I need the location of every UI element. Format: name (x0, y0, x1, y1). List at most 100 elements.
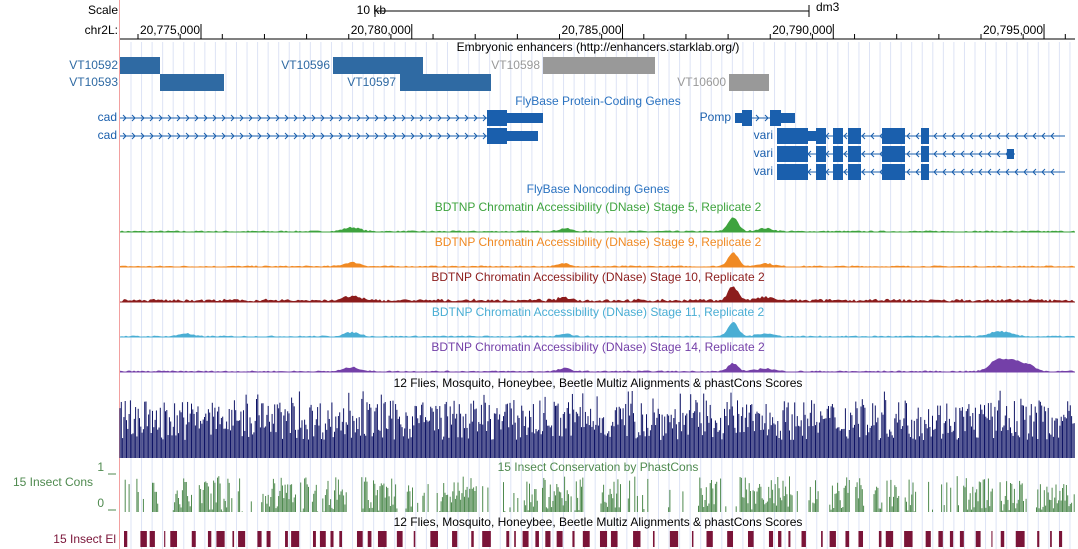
element (949, 531, 954, 547)
element (959, 531, 964, 547)
element (164, 531, 166, 547)
strand-arrow (284, 132, 289, 140)
strand-arrow (194, 132, 199, 140)
strand-arrow (428, 132, 433, 140)
strand-arrow (437, 132, 442, 140)
strand-arrow (167, 132, 172, 140)
strand-arrow (951, 150, 956, 158)
strand-arrow (419, 114, 424, 122)
strand-arrow (257, 132, 262, 140)
strand-arrow (176, 114, 181, 122)
strand-arrow (347, 132, 352, 140)
strand-arrow (194, 114, 199, 122)
strand-arrow (1032, 168, 1037, 176)
element (170, 531, 178, 547)
scale-min: 0 (97, 496, 104, 510)
strand-arrow (428, 114, 433, 122)
element (633, 531, 641, 547)
strand-arrow (275, 132, 280, 140)
track-label: 15 Insect Cons (13, 475, 93, 489)
strand-arrow (969, 150, 974, 158)
element (904, 531, 913, 547)
strand-arrow (410, 114, 415, 122)
element (149, 531, 155, 547)
strand-arrow (329, 132, 334, 140)
utr (507, 113, 543, 123)
strand-arrow (996, 168, 1001, 176)
strand-arrow (131, 132, 136, 140)
element (312, 531, 316, 547)
strand-arrow (347, 114, 352, 122)
track-title: BDTNP Chromatin Accessibility (DNase) St… (432, 305, 765, 319)
strand-arrow (266, 132, 271, 140)
strand-arrow (1005, 168, 1010, 176)
element (191, 531, 196, 547)
signal (120, 217, 1075, 232)
element (610, 531, 618, 547)
strand-arrow (149, 132, 154, 140)
strand-arrow (392, 132, 397, 140)
element (514, 531, 516, 547)
exon (921, 146, 929, 162)
exon (848, 164, 861, 180)
strand-arrow (374, 114, 379, 122)
strand-arrow (158, 114, 163, 122)
strand-arrow (176, 132, 181, 140)
strand-arrow (131, 114, 136, 122)
enhancer-label: VT10598 (491, 58, 540, 72)
strand-arrow (764, 114, 769, 122)
strand-arrow (122, 114, 127, 122)
element (377, 531, 387, 547)
element (599, 531, 608, 547)
strand-arrow (960, 168, 965, 176)
enhancer-label: VT10600 (677, 75, 726, 89)
element (706, 531, 713, 547)
element (938, 531, 943, 547)
strand-arrow (915, 132, 920, 140)
strand-arrow (383, 132, 388, 140)
strand-arrow (1041, 168, 1046, 176)
strand-arrow (185, 114, 190, 122)
element (522, 531, 529, 547)
strand-arrow (861, 168, 866, 176)
strand-arrow (248, 114, 253, 122)
strand-arrow (167, 114, 172, 122)
exon (921, 128, 929, 144)
strand-arrow (861, 150, 866, 158)
utr (808, 131, 816, 141)
ruler-tick-label: 20,775,000 (140, 23, 200, 37)
strand-arrow (266, 114, 271, 122)
element (747, 531, 754, 547)
strand-arrow (338, 132, 343, 140)
strand-arrow (978, 150, 983, 158)
gene-label: vari (754, 128, 773, 142)
strand-arrow (987, 168, 992, 176)
element (778, 531, 782, 547)
element (1050, 531, 1052, 547)
element (572, 531, 575, 547)
element (232, 531, 235, 547)
strand-arrow (221, 132, 226, 140)
strand-arrow (933, 132, 938, 140)
strand-arrow (1050, 168, 1055, 176)
strand-arrow (221, 114, 226, 122)
element (975, 531, 981, 547)
strand-arrow (365, 132, 370, 140)
strand-arrow (843, 150, 848, 158)
strand-arrow (185, 132, 190, 140)
strand-arrow (239, 114, 244, 122)
enhancer-label: VT10592 (69, 58, 118, 72)
enhancer-label: VT10593 (69, 75, 118, 89)
strand-arrow (284, 114, 289, 122)
element (216, 531, 225, 547)
strand-arrow (149, 114, 154, 122)
strand-arrow (365, 114, 370, 122)
exon (816, 164, 826, 180)
ruler-tick-label: 20,785,000 (561, 23, 621, 37)
element (582, 531, 590, 547)
strand-arrow (419, 132, 424, 140)
strand-arrow (969, 132, 974, 140)
exon (487, 110, 507, 126)
element (330, 531, 334, 547)
